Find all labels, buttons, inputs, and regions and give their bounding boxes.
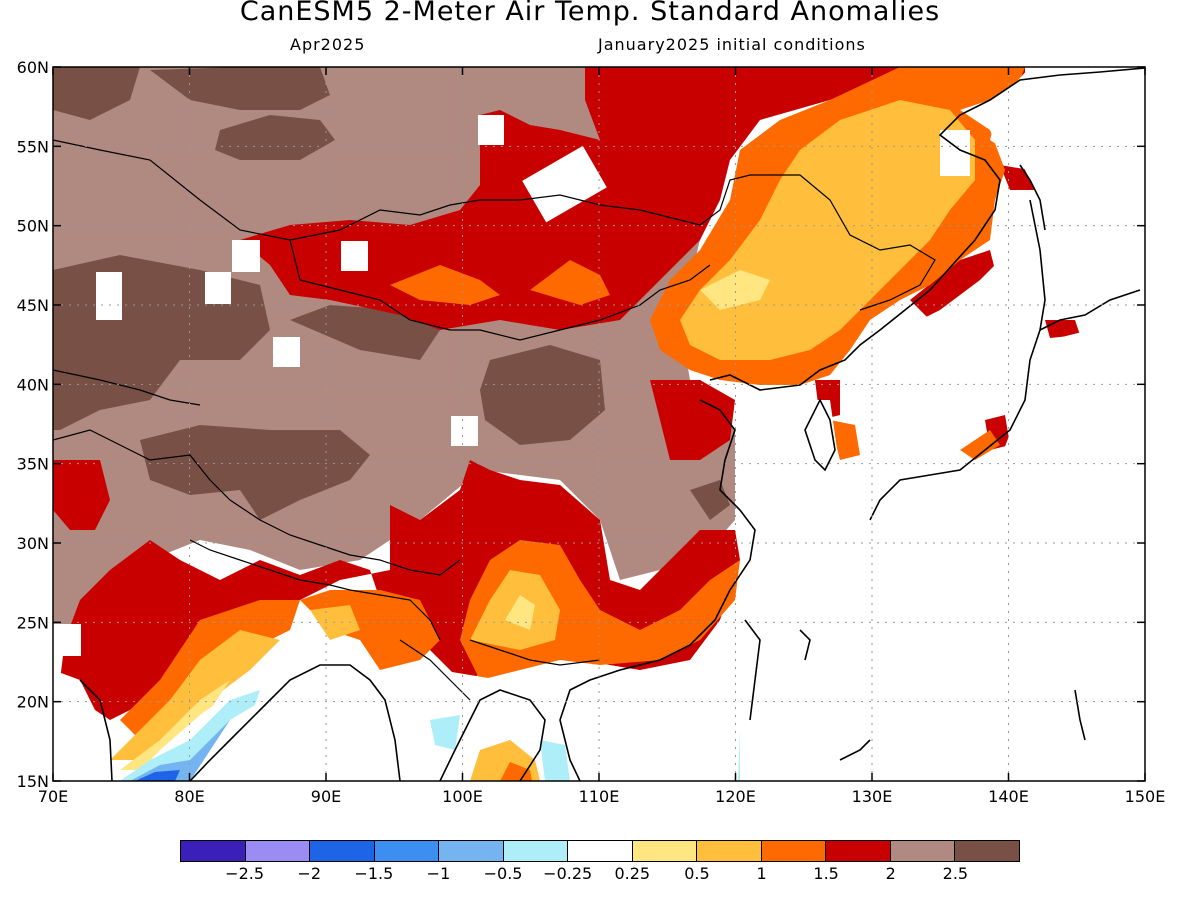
lon-tick-label: 130E xyxy=(852,787,893,806)
country-borders xyxy=(53,139,936,701)
colorbar-segment xyxy=(439,841,504,861)
lon-tick-label: 150E xyxy=(1125,787,1166,806)
lat-tick-label: 40N xyxy=(17,375,49,394)
lat-tick-label: 30N xyxy=(17,534,49,553)
colorbar-label: −2.5 xyxy=(225,864,265,883)
anomaly-region-yellow-south xyxy=(505,595,535,630)
anomaly-region-orange-korea xyxy=(830,420,860,460)
ocean-region-arabian xyxy=(53,670,110,781)
map-title: CanESM5 2-Meter Air Temp. Standard Anoma… xyxy=(239,0,941,27)
colorbar xyxy=(180,840,1020,862)
lat-tick-label: 35N xyxy=(17,455,49,474)
colorbar-label: 2.5 xyxy=(942,864,969,883)
colorbar-label: −0.25 xyxy=(543,864,593,883)
anomaly-region-orange-mongolia xyxy=(390,265,500,305)
colorbar-segment xyxy=(568,841,633,861)
lon-tick-label: 120E xyxy=(715,787,756,806)
lat-tick-label: 15N xyxy=(17,772,49,791)
lon-tick-label: 100E xyxy=(442,787,483,806)
colorbar-segment xyxy=(955,841,1019,861)
colorbar-label: −1.5 xyxy=(354,864,394,883)
colorbar-segment xyxy=(632,841,698,861)
lat-tick-label: 50N xyxy=(17,217,49,236)
anomaly-region-red-north xyxy=(240,67,1025,330)
colorbar-segment xyxy=(245,841,311,861)
colorbar-label: 1.5 xyxy=(813,864,839,883)
anomaly-region-red-hokkaido xyxy=(1045,320,1080,338)
lon-tick-label: 110E xyxy=(579,787,620,806)
anomaly-region-dark-1 xyxy=(53,67,140,120)
colorbar-label: 1 xyxy=(756,864,767,883)
colorbar-label: 0.25 xyxy=(614,864,651,883)
anomaly-region-dark-2 xyxy=(150,67,330,110)
lat-tick-label: 55N xyxy=(17,137,49,156)
ocean-region-east xyxy=(735,300,1145,781)
anomaly-region-dark-7 xyxy=(480,345,605,445)
gridlines xyxy=(53,67,1145,781)
anomaly-region-cyan-vietnam xyxy=(540,740,570,781)
colorbar-segment xyxy=(310,841,375,861)
ocean-region-okhotsk xyxy=(990,67,1145,310)
colorbar-segment xyxy=(890,841,956,861)
anomaly-region-red-east xyxy=(650,380,735,460)
axis-tick-labels: 70E 80E 90E 100E 110E 120E 130E 140E 150E 15N 20N 2… xyxy=(17,58,1166,806)
colorbar-segment xyxy=(503,841,569,861)
anomaly-region-white-indochina xyxy=(380,670,580,781)
colorbar-labels: −2.5 −2 −1.5 −1 −0.5 −0.25 0.25 0.5 1 1.5 2 2.5 xyxy=(180,864,1020,888)
colorbar-label: −0.5 xyxy=(483,864,523,883)
anomaly-region-cyan-india xyxy=(120,690,260,781)
valid-month-label: Apr2025 xyxy=(290,35,366,54)
anomaly-map: 70E 80E 90E 100E 110E 120E 130E 140E 150E 15N 20N 2… xyxy=(17,58,1166,806)
colorbar-label: 0.5 xyxy=(684,864,710,883)
anomaly-region-orange-mongolia2 xyxy=(530,260,610,305)
lon-tick-label: 80E xyxy=(174,787,204,806)
lat-tick-label: 60N xyxy=(17,58,49,77)
anomaly-region-dark-5 xyxy=(290,305,440,360)
lon-tick-label: 90E xyxy=(311,787,341,806)
anomaly-region-orange-japan xyxy=(960,430,1000,460)
colorbar-label: 2 xyxy=(885,864,896,883)
colorbar-label: −1 xyxy=(426,864,451,883)
anomaly-fields xyxy=(53,67,1145,781)
colorbar-segment xyxy=(761,841,827,861)
lon-tick-label: 70E xyxy=(38,787,68,806)
anomaly-region-red-manchuria xyxy=(910,250,995,320)
anomaly-region-red-west xyxy=(53,460,110,530)
lon-tick-label: 140E xyxy=(988,787,1029,806)
anomaly-region-dblue-india xyxy=(135,770,180,781)
lat-tick-label: 20N xyxy=(17,693,49,712)
lat-tick-label: 25N xyxy=(17,613,49,632)
initial-conditions-label: January2025 initial conditions xyxy=(598,35,866,54)
colorbar-segment xyxy=(374,841,440,861)
anomaly-region-yellow-ne xyxy=(700,270,770,310)
anomaly-region-cyan-burma xyxy=(430,715,460,750)
lat-tick-label: 45N xyxy=(17,296,49,315)
anomaly-region-yellow-india xyxy=(120,680,230,770)
colorbar-segment xyxy=(826,841,891,861)
ocean-region-bay xyxy=(190,670,400,781)
colorbar-label: −2 xyxy=(297,864,322,883)
axis-ticks xyxy=(52,66,1146,782)
anomaly-region-dark-3 xyxy=(215,115,335,160)
colorbar-segment xyxy=(697,841,762,861)
anomaly-region-dark-6 xyxy=(140,425,370,520)
anomaly-region-gold-india xyxy=(110,630,280,760)
ocean-region-sea-of-japan xyxy=(860,220,1040,450)
coastlines xyxy=(79,67,1145,781)
colorbar-segment xyxy=(181,841,246,861)
